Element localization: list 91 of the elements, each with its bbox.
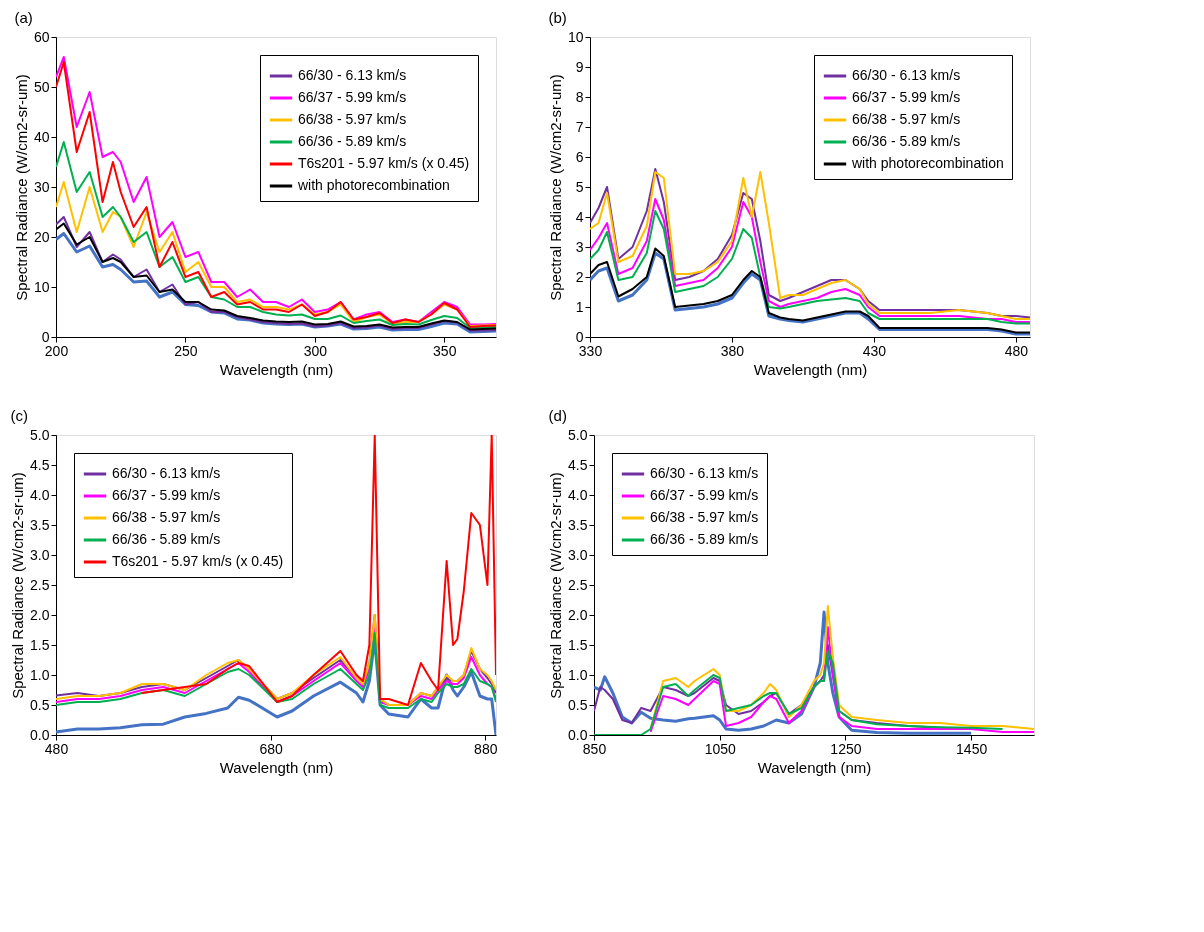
legend-label: 66/37 - 5.99 km/s [298, 89, 407, 105]
legend-label: 66/37 - 5.99 km/s [112, 487, 221, 503]
legend-label: 66/38 - 5.97 km/s [112, 509, 221, 525]
y-tick-label: 20 [33, 228, 50, 245]
legend-label: T6s201 - 5.97 km/s (x 0.45) [112, 553, 284, 569]
legend-label: 66/36 - 5.89 km/s [112, 531, 221, 547]
line-series [649, 626, 1034, 733]
y-tick-label: 2.5 [568, 576, 588, 593]
y-tick-label: 0.0 [568, 726, 588, 743]
legend-label: with photorecombination [297, 177, 450, 193]
y-tick-label: 4.0 [568, 486, 588, 503]
x-tick-label: 250 [174, 342, 198, 359]
chart-title: (d) [548, 407, 567, 424]
x-tick-label: 680 [259, 740, 284, 757]
y-tick-label: 7 [575, 118, 584, 135]
y-tick-label: 3.5 [30, 516, 50, 533]
line-series [649, 605, 1034, 730]
x-tick-label: 480 [44, 740, 69, 757]
y-tick-label: 40 [33, 128, 50, 145]
line-series [594, 650, 1004, 735]
legend-label: 66/30 - 6.13 km/s [298, 67, 407, 83]
x-tick-label: 480 [1004, 342, 1029, 359]
legend-label: 66/30 - 6.13 km/s [852, 67, 961, 83]
y-tick-label: 60 [33, 28, 50, 45]
x-tick-label: 1050 [704, 740, 736, 757]
legend-label: 66/36 - 5.89 km/s [298, 133, 407, 149]
legend-label: 66/38 - 5.97 km/s [298, 111, 407, 127]
y-tick-label: 8 [575, 88, 584, 105]
x-axis-title: Wavelength (nm) [757, 758, 872, 776]
y-tick-label: 5.0 [30, 426, 50, 443]
y-tick-label: 9 [575, 58, 584, 75]
y-tick-label: 50 [33, 78, 50, 95]
y-tick-label: 30 [33, 178, 50, 195]
y-tick-label: 1.5 [30, 636, 50, 653]
y-axis-title: Spectral Radiance (W/cm2-sr-um) [12, 74, 30, 301]
y-axis-title: Spectral Radiance (W/cm2-sr-um) [547, 472, 565, 699]
y-tick-label: 0.5 [568, 696, 588, 713]
y-tick-label: 0 [575, 328, 584, 345]
y-tick-label: 1.0 [30, 666, 50, 683]
y-tick-label: 3.5 [568, 516, 588, 533]
legend-label: 66/38 - 5.97 km/s [650, 509, 759, 525]
y-tick-label: 4.5 [568, 456, 588, 473]
y-tick-label: 2 [575, 268, 584, 285]
y-tick-label: 4.0 [30, 486, 50, 503]
y-axis-title: Spectral Radiance (W/cm2-sr-um) [9, 472, 27, 699]
line-series [56, 181, 496, 327]
y-tick-label: 1.0 [568, 666, 588, 683]
y-tick-label: 0.0 [30, 726, 50, 743]
legend-label: 66/36 - 5.89 km/s [852, 133, 961, 149]
x-tick-label: 380 [720, 342, 745, 359]
y-tick-label: 3.0 [568, 546, 588, 563]
legend-label: 66/37 - 5.99 km/s [852, 89, 961, 105]
legend-label: 66/38 - 5.97 km/s [852, 111, 961, 127]
y-tick-label: 0 [41, 328, 50, 345]
legend-label: with photorecombination [851, 155, 1004, 171]
y-tick-label: 4.5 [30, 456, 50, 473]
y-tick-label: 3 [575, 238, 584, 255]
y-axis-title: Spectral Radiance (W/cm2-sr-um) [546, 74, 564, 301]
y-tick-label: 1.5 [568, 636, 588, 653]
x-tick-label: 200 [44, 342, 69, 359]
x-axis-title: Wavelength (nm) [219, 360, 334, 378]
x-tick-label: 850 [582, 740, 607, 757]
x-tick-label: 330 [578, 342, 603, 359]
legend-label: 66/30 - 6.13 km/s [112, 465, 221, 481]
y-tick-label: 1 [575, 298, 584, 315]
legend-label: T6s201 - 5.97 km/s (x 0.45) [298, 155, 470, 171]
y-tick-label: 2.0 [30, 606, 50, 623]
chart-title: (c) [10, 407, 29, 424]
chart-title: (b) [548, 9, 567, 26]
x-tick-label: 350 [433, 342, 457, 359]
x-tick-label: 880 [474, 740, 498, 757]
y-tick-label: 5 [575, 178, 584, 195]
legend-label: 66/36 - 5.89 km/s [650, 531, 759, 547]
y-tick-label: 3.0 [30, 546, 50, 563]
x-axis-title: Wavelength (nm) [753, 360, 868, 378]
chart-title: (a) [14, 9, 33, 26]
x-tick-label: 1450 [956, 740, 988, 757]
legend-label: 66/30 - 6.13 km/s [650, 465, 759, 481]
x-tick-label: 430 [862, 342, 887, 359]
x-axis-title: Wavelength (nm) [219, 758, 334, 776]
x-tick-label: 1250 [830, 740, 862, 757]
legend-label: 66/37 - 5.99 km/s [650, 487, 759, 503]
y-tick-label: 0.5 [30, 696, 50, 713]
y-tick-label: 2.5 [30, 576, 50, 593]
y-tick-label: 2.0 [568, 606, 588, 623]
y-tick-label: 6 [575, 148, 584, 165]
y-tick-label: 10 [567, 28, 584, 45]
y-tick-label: 5.0 [568, 426, 588, 443]
y-tick-label: 4 [575, 208, 584, 225]
x-tick-label: 300 [303, 342, 328, 359]
y-tick-label: 10 [33, 278, 50, 295]
